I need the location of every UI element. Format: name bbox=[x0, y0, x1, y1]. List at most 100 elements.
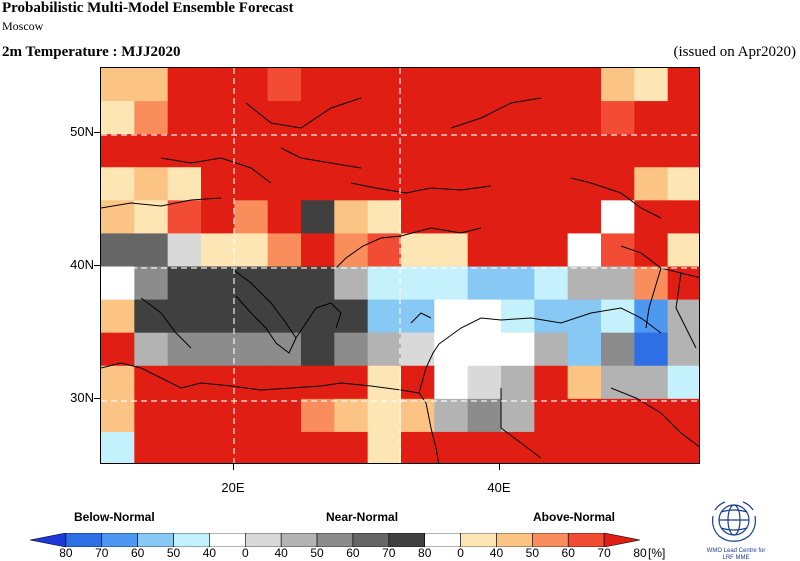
forecast-cell bbox=[401, 398, 435, 433]
forecast-cell bbox=[167, 134, 202, 168]
legend-tick-label: 80 bbox=[633, 546, 647, 560]
coastline-path bbox=[645, 267, 662, 329]
forecast-cell bbox=[367, 167, 402, 201]
above-normal-label: Above-Normal bbox=[533, 510, 616, 524]
forecast-cell bbox=[467, 266, 502, 301]
coastline-path bbox=[101, 362, 420, 394]
forecast-cell bbox=[301, 101, 335, 135]
forecast-cell bbox=[534, 68, 569, 102]
forecast-cell bbox=[434, 398, 469, 433]
forecast-cell bbox=[601, 299, 635, 334]
forecast-cell bbox=[267, 233, 302, 268]
forecast-cell bbox=[234, 167, 269, 201]
forecast-cell bbox=[501, 167, 535, 201]
forecast-cell bbox=[234, 68, 269, 102]
forecast-cell bbox=[467, 134, 502, 168]
forecast-cell bbox=[501, 200, 535, 235]
forecast-cell bbox=[167, 332, 202, 367]
forecast-cell bbox=[201, 299, 235, 334]
legend-swatch bbox=[603, 533, 640, 547]
forecast-cell bbox=[201, 365, 235, 400]
forecast-cell bbox=[434, 134, 469, 168]
forecast-cell bbox=[334, 233, 369, 268]
forecast-cell bbox=[567, 365, 602, 400]
coastline-path bbox=[418, 343, 440, 394]
below-normal-label: Below-Normal bbox=[74, 510, 155, 524]
forecast-cell bbox=[234, 332, 269, 367]
forecast-cell bbox=[301, 266, 335, 301]
legend-swatch bbox=[280, 533, 318, 547]
forecast-cell bbox=[534, 398, 569, 433]
forecast-cell bbox=[567, 134, 602, 168]
forecast-cell bbox=[634, 167, 669, 201]
forecast-cell bbox=[501, 233, 535, 268]
legend-unit: [%] bbox=[648, 546, 666, 560]
forecast-cell bbox=[434, 200, 469, 235]
forecast-cell bbox=[601, 134, 635, 168]
forecast-cell bbox=[434, 431, 469, 463]
legend-tick-label: 80 bbox=[59, 546, 73, 560]
forecast-cell bbox=[267, 101, 302, 135]
forecast-cell bbox=[301, 233, 335, 268]
coastline-path bbox=[410, 312, 432, 324]
forecast-cell bbox=[101, 200, 135, 235]
forecast-cell bbox=[334, 167, 369, 201]
forecast-cell bbox=[567, 398, 602, 433]
forecast-cell bbox=[134, 134, 169, 168]
forecast-cell bbox=[267, 398, 302, 433]
forecast-cell bbox=[534, 299, 569, 334]
forecast-cell bbox=[101, 101, 135, 135]
forecast-title: Probabilistic Multi-Model Ensemble Forec… bbox=[2, 0, 294, 16]
forecast-cell bbox=[501, 68, 535, 102]
forecast-cell bbox=[601, 398, 635, 433]
coastline-path bbox=[610, 387, 699, 448]
forecast-cell bbox=[401, 134, 435, 168]
forecast-cell bbox=[167, 68, 202, 102]
forecast-cell bbox=[101, 398, 135, 433]
legend-tick-label: 60 bbox=[130, 546, 145, 560]
legend-tick-label: 80 bbox=[418, 546, 432, 560]
forecast-cell bbox=[301, 398, 335, 433]
forecast-cell bbox=[367, 200, 402, 235]
forecast-cell bbox=[134, 68, 169, 102]
coastline-path bbox=[101, 197, 222, 209]
forecast-cell bbox=[101, 299, 135, 334]
forecast-cell bbox=[634, 365, 669, 400]
forecast-cell bbox=[467, 365, 502, 400]
forecast-cell bbox=[534, 134, 569, 168]
forecast-cell bbox=[334, 431, 369, 463]
forecast-cell bbox=[367, 266, 402, 301]
forecast-cell bbox=[167, 167, 202, 201]
forecast-cell bbox=[267, 68, 302, 102]
forecast-cell bbox=[567, 101, 602, 135]
forecast-cell bbox=[267, 299, 302, 334]
legend-swatch bbox=[567, 533, 605, 547]
coastline-path bbox=[450, 97, 542, 129]
forecast-cell bbox=[201, 233, 235, 268]
legend-tick-label: 70 bbox=[382, 546, 396, 560]
forecast-cell bbox=[234, 398, 269, 433]
forecast-cell bbox=[334, 365, 369, 400]
location-label: Moscow bbox=[2, 19, 44, 33]
forecast-cell bbox=[567, 200, 602, 235]
forecast-cell bbox=[401, 332, 435, 367]
forecast-cell bbox=[634, 266, 669, 301]
forecast-cell bbox=[534, 431, 569, 463]
forecast-cell bbox=[534, 101, 569, 135]
legend-tick-label: 0 bbox=[457, 546, 464, 560]
forecast-cell bbox=[167, 101, 202, 135]
forecast-cell bbox=[667, 200, 699, 235]
forecast-cell bbox=[301, 431, 335, 463]
forecast-cell bbox=[167, 398, 202, 433]
legend-swatch bbox=[65, 533, 103, 547]
forecast-cell bbox=[301, 200, 335, 235]
forecast-cell bbox=[267, 365, 302, 400]
forecast-cell bbox=[201, 266, 235, 301]
forecast-map[interactable] bbox=[100, 67, 700, 464]
legend-swatch bbox=[244, 533, 282, 547]
forecast-cell bbox=[601, 365, 635, 400]
forecast-cell bbox=[634, 398, 669, 433]
forecast-cell bbox=[501, 398, 535, 433]
forecast-cell bbox=[267, 134, 302, 168]
forecast-cell bbox=[501, 101, 535, 135]
